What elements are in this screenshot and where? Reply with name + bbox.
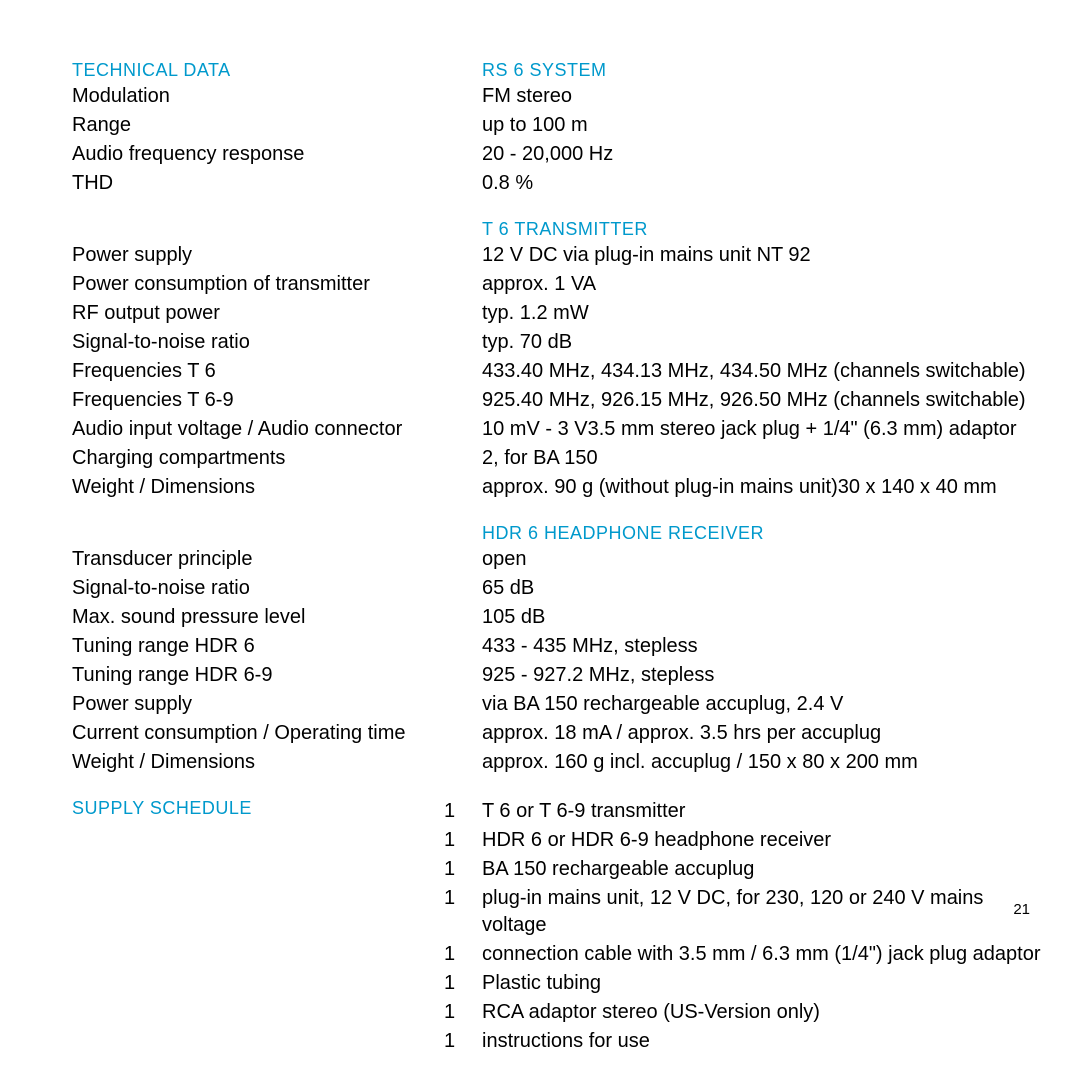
value-modulation: FM stereo xyxy=(482,83,1048,110)
label-tx-rf-output: RF output power xyxy=(72,300,482,327)
page-content: TECHNICAL DATA RS 6 SYSTEM Modulation FM… xyxy=(0,0,1080,1077)
heading-rs6-system: RS 6 SYSTEM xyxy=(482,60,1048,81)
supply-qty: 1 xyxy=(444,970,482,997)
label-rx-tuning-hdr69: Tuning range HDR 6-9 xyxy=(72,662,482,689)
value-tx-charging: 2, for BA 150 xyxy=(482,445,1048,472)
supply-item: T 6 or T 6-9 transmitter xyxy=(482,798,1048,825)
label-rx-transducer: Transducer principle xyxy=(72,546,482,573)
value-rx-spl: 105 dB xyxy=(482,604,1048,631)
supply-item: plug-in mains unit, 12 V DC, for 230, 12… xyxy=(482,885,1048,939)
value-tx-snr: typ. 70 dB xyxy=(482,329,1048,356)
label-tx-freq-t6: Frequencies T 6 xyxy=(72,358,482,385)
value-tx-freq-t6: 433.40 MHz, 434.13 MHz, 434.50 MHz (chan… xyxy=(482,358,1048,385)
value-rx-tuning-hdr69: 925 - 927.2 MHz, stepless xyxy=(482,662,1048,689)
value-range: up to 100 m xyxy=(482,112,1048,139)
supply-item: instructions for use xyxy=(482,1028,1048,1055)
label-rx-snr: Signal-to-noise ratio xyxy=(72,575,482,602)
label-rx-weight: Weight / Dimensions xyxy=(72,749,482,776)
supply-qty: 1 xyxy=(444,1028,482,1055)
value-tx-power-consumption: approx. 1 VA xyxy=(482,271,1048,298)
heading-t6-transmitter: T 6 TRANSMITTER xyxy=(482,219,1048,240)
value-rx-snr: 65 dB xyxy=(482,575,1048,602)
label-rx-tuning-hdr6: Tuning range HDR 6 xyxy=(72,633,482,660)
value-afr: 20 - 20,000 Hz xyxy=(482,141,1048,168)
label-rx-spl: Max. sound pressure level xyxy=(72,604,482,631)
value-rx-tuning-hdr6: 433 - 435 MHz, stepless xyxy=(482,633,1048,660)
label-tx-snr: Signal-to-noise ratio xyxy=(72,329,482,356)
supply-qty: 1 xyxy=(444,999,482,1026)
label-rx-power-supply: Power supply xyxy=(72,691,482,718)
supply-item: BA 150 rechargeable accuplug xyxy=(482,856,1048,883)
value-rx-transducer: open xyxy=(482,546,1048,573)
label-range: Range xyxy=(72,112,482,139)
supply-item: HDR 6 or HDR 6-9 headphone receiver xyxy=(482,827,1048,854)
page-number: 21 xyxy=(1013,901,1030,918)
label-thd: THD xyxy=(72,170,482,197)
supply-qty: 1 xyxy=(444,941,482,968)
heading-technical-data: TECHNICAL DATA xyxy=(72,60,482,81)
heading-hdr6-receiver: HDR 6 HEADPHONE RECEIVER xyxy=(482,523,1048,544)
supply-item: Plastic tubing xyxy=(482,970,1048,997)
supply-qty: 1 xyxy=(444,856,482,883)
supply-qty: 1 xyxy=(444,827,482,854)
label-tx-power-consumption: Power consumption of transmitter xyxy=(72,271,482,298)
label-tx-freq-t69: Frequencies T 6-9 xyxy=(72,387,482,414)
label-tx-power-supply: Power supply xyxy=(72,242,482,269)
label-rx-current: Current consumption / Operating time xyxy=(72,720,482,747)
value-tx-power-supply: 12 V DC via plug-in mains unit NT 92 xyxy=(482,242,1048,269)
value-tx-rf-output: typ. 1.2 mW xyxy=(482,300,1048,327)
label-modulation: Modulation xyxy=(72,83,482,110)
label-afr: Audio frequency response xyxy=(72,141,482,168)
value-tx-audio-input: 10 mV - 3 V3.5 mm stereo jack plug + 1/4… xyxy=(482,416,1048,443)
supply-qty: 1 xyxy=(444,798,482,825)
value-rx-power-supply: via BA 150 rechargeable accuplug, 2.4 V xyxy=(482,691,1048,718)
supply-qty: 1 xyxy=(444,885,482,939)
heading-supply-schedule: SUPPLY SCHEDULE xyxy=(72,798,444,825)
supply-item: RCA adaptor stereo (US-Version only) xyxy=(482,999,1048,1026)
value-tx-weight: approx. 90 g (without plug-in mains unit… xyxy=(482,474,1048,501)
value-thd: 0.8 % xyxy=(482,170,1048,197)
label-tx-charging: Charging compartments xyxy=(72,445,482,472)
value-tx-freq-t69: 925.40 MHz, 926.15 MHz, 926.50 MHz (chan… xyxy=(482,387,1048,414)
label-tx-audio-input: Audio input voltage / Audio connector xyxy=(72,416,482,443)
label-tx-weight: Weight / Dimensions xyxy=(72,474,482,501)
value-rx-weight: approx. 160 g incl. accuplug / 150 x 80 … xyxy=(482,749,1048,776)
value-rx-current: approx. 18 mA / approx. 3.5 hrs per accu… xyxy=(482,720,1048,747)
supply-item: connection cable with 3.5 mm / 6.3 mm (1… xyxy=(482,941,1048,968)
